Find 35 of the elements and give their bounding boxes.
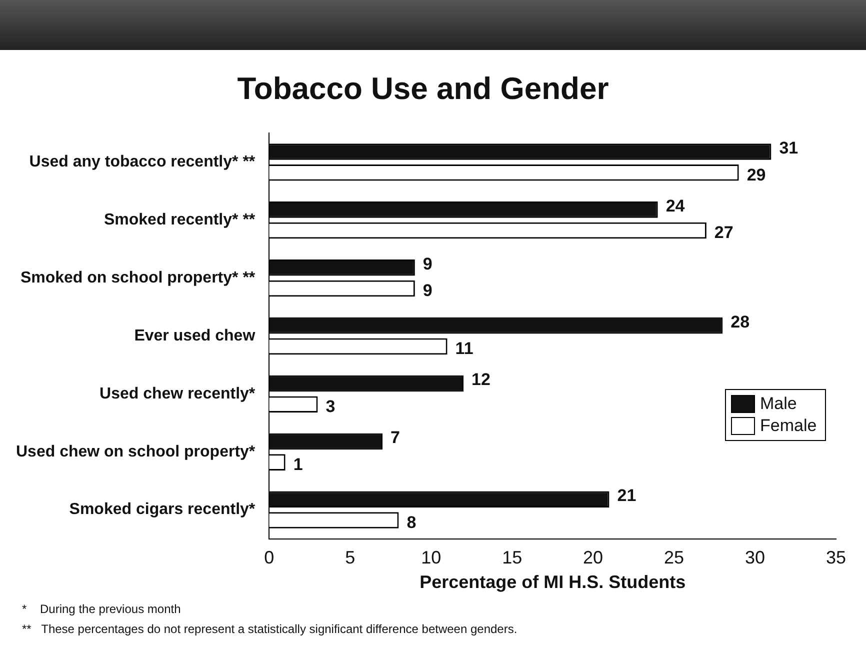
x-tick-label: 30 [745,548,766,568]
text: ** These percentages do not represent a statistically significant difference between genders. [22,622,518,636]
x-tick-label: 35 [826,548,846,568]
y-tick-label: Smoked recently* ** [104,212,256,229]
x-tick-label: 25 [664,548,684,568]
data-label: 21 [617,486,636,506]
y-tick-label: Ever used chew [134,327,256,344]
text: Female [760,414,817,437]
x-tick-label: 5 [345,548,356,568]
data-label: 31 [779,138,798,158]
data-label: 28 [730,312,750,332]
data-label: 24 [666,196,686,216]
legend-label: Male [760,392,797,415]
y-tick-label: Smoked cigars recently* [69,501,256,518]
y-tick-label: Smoked on school property* ** [20,269,256,286]
x-tick-label: 15 [502,548,522,568]
y-tick-label: Used chew recently* [100,385,256,402]
y-tick-label: Used chew on school property* [16,443,256,460]
data-label: 1 [293,455,303,474]
data-label: 29 [746,165,766,184]
x-axis-title: Percentage of MI H.S. Students [420,572,686,592]
data-label: 9 [422,254,432,274]
data-label: 27 [714,223,734,242]
chart-title: Tobacco Use and Gender [237,71,609,106]
x-tick-label: 0 [264,548,274,568]
data-label: 9 [422,281,432,300]
y-tick-label: Used any tobacco recently* ** [29,154,256,171]
data-label: 12 [472,370,490,390]
data-label: 3 [326,397,336,416]
x-tick-label: 20 [583,548,604,568]
data-label: 11 [455,339,474,358]
data-label: 8 [406,512,416,532]
data-label: 7 [390,428,400,448]
x-tick-label: 10 [421,548,442,568]
text: * During the previous month [22,602,182,616]
